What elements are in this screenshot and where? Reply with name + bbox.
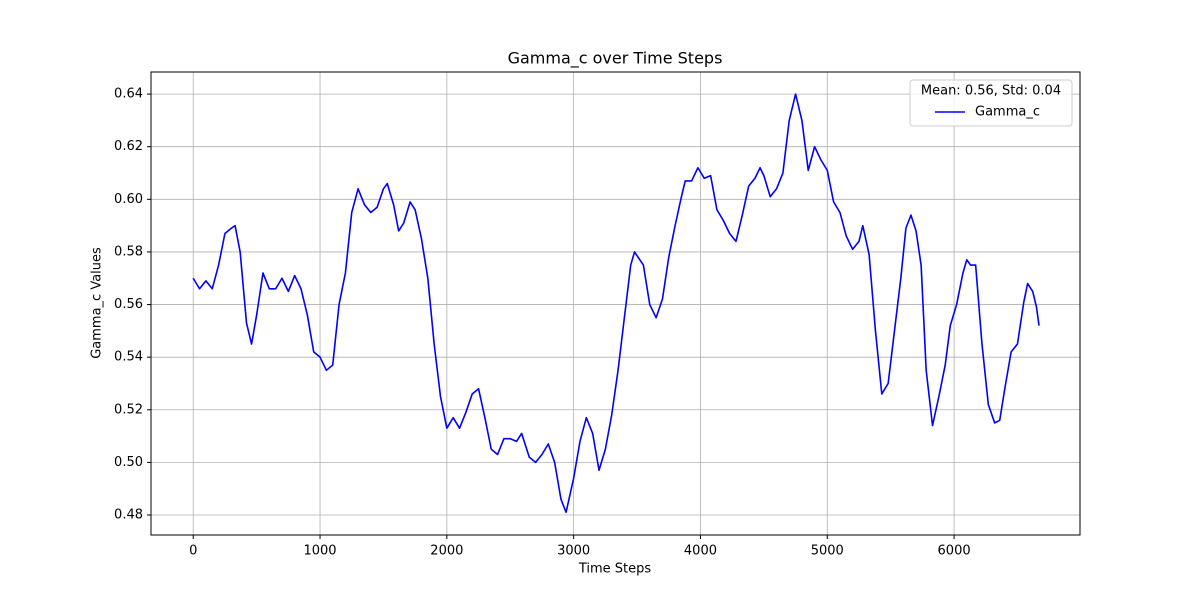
- y-axis-label: Gamma_c Values: [90, 247, 105, 359]
- x-axis-label: Time Steps: [578, 562, 652, 577]
- y-tick-label: 0.48: [114, 508, 143, 523]
- x-tick-label: 2000: [430, 544, 463, 559]
- y-tick-label: 0.64: [114, 87, 143, 102]
- legend-box: [909, 79, 1073, 127]
- legend-title: Mean: 0.56, Std: 0.04: [921, 84, 1061, 99]
- data-line: [192, 93, 1040, 514]
- legend-label: Gamma_c: [975, 105, 1040, 120]
- x-tick-label: 5000: [811, 544, 844, 559]
- y-tick-label: 0.50: [114, 455, 143, 470]
- y-tick-label: 0.62: [114, 139, 143, 154]
- x-tick-label: 0: [189, 544, 197, 559]
- y-tick-label: 0.56: [114, 297, 143, 312]
- x-tick-label: 3000: [557, 544, 590, 559]
- x-tick-label: 1000: [303, 544, 336, 559]
- axes-frame: [150, 71, 1081, 536]
- y-tick-label: 0.54: [114, 350, 143, 365]
- x-tick-label: 6000: [938, 544, 971, 559]
- y-tick-label: 0.52: [114, 402, 143, 417]
- chart-title: Gamma_c over Time Steps: [508, 49, 723, 69]
- y-tick-label: 0.58: [114, 244, 143, 259]
- x-tick-label: 4000: [684, 544, 717, 559]
- y-tick-label: 0.60: [114, 192, 143, 207]
